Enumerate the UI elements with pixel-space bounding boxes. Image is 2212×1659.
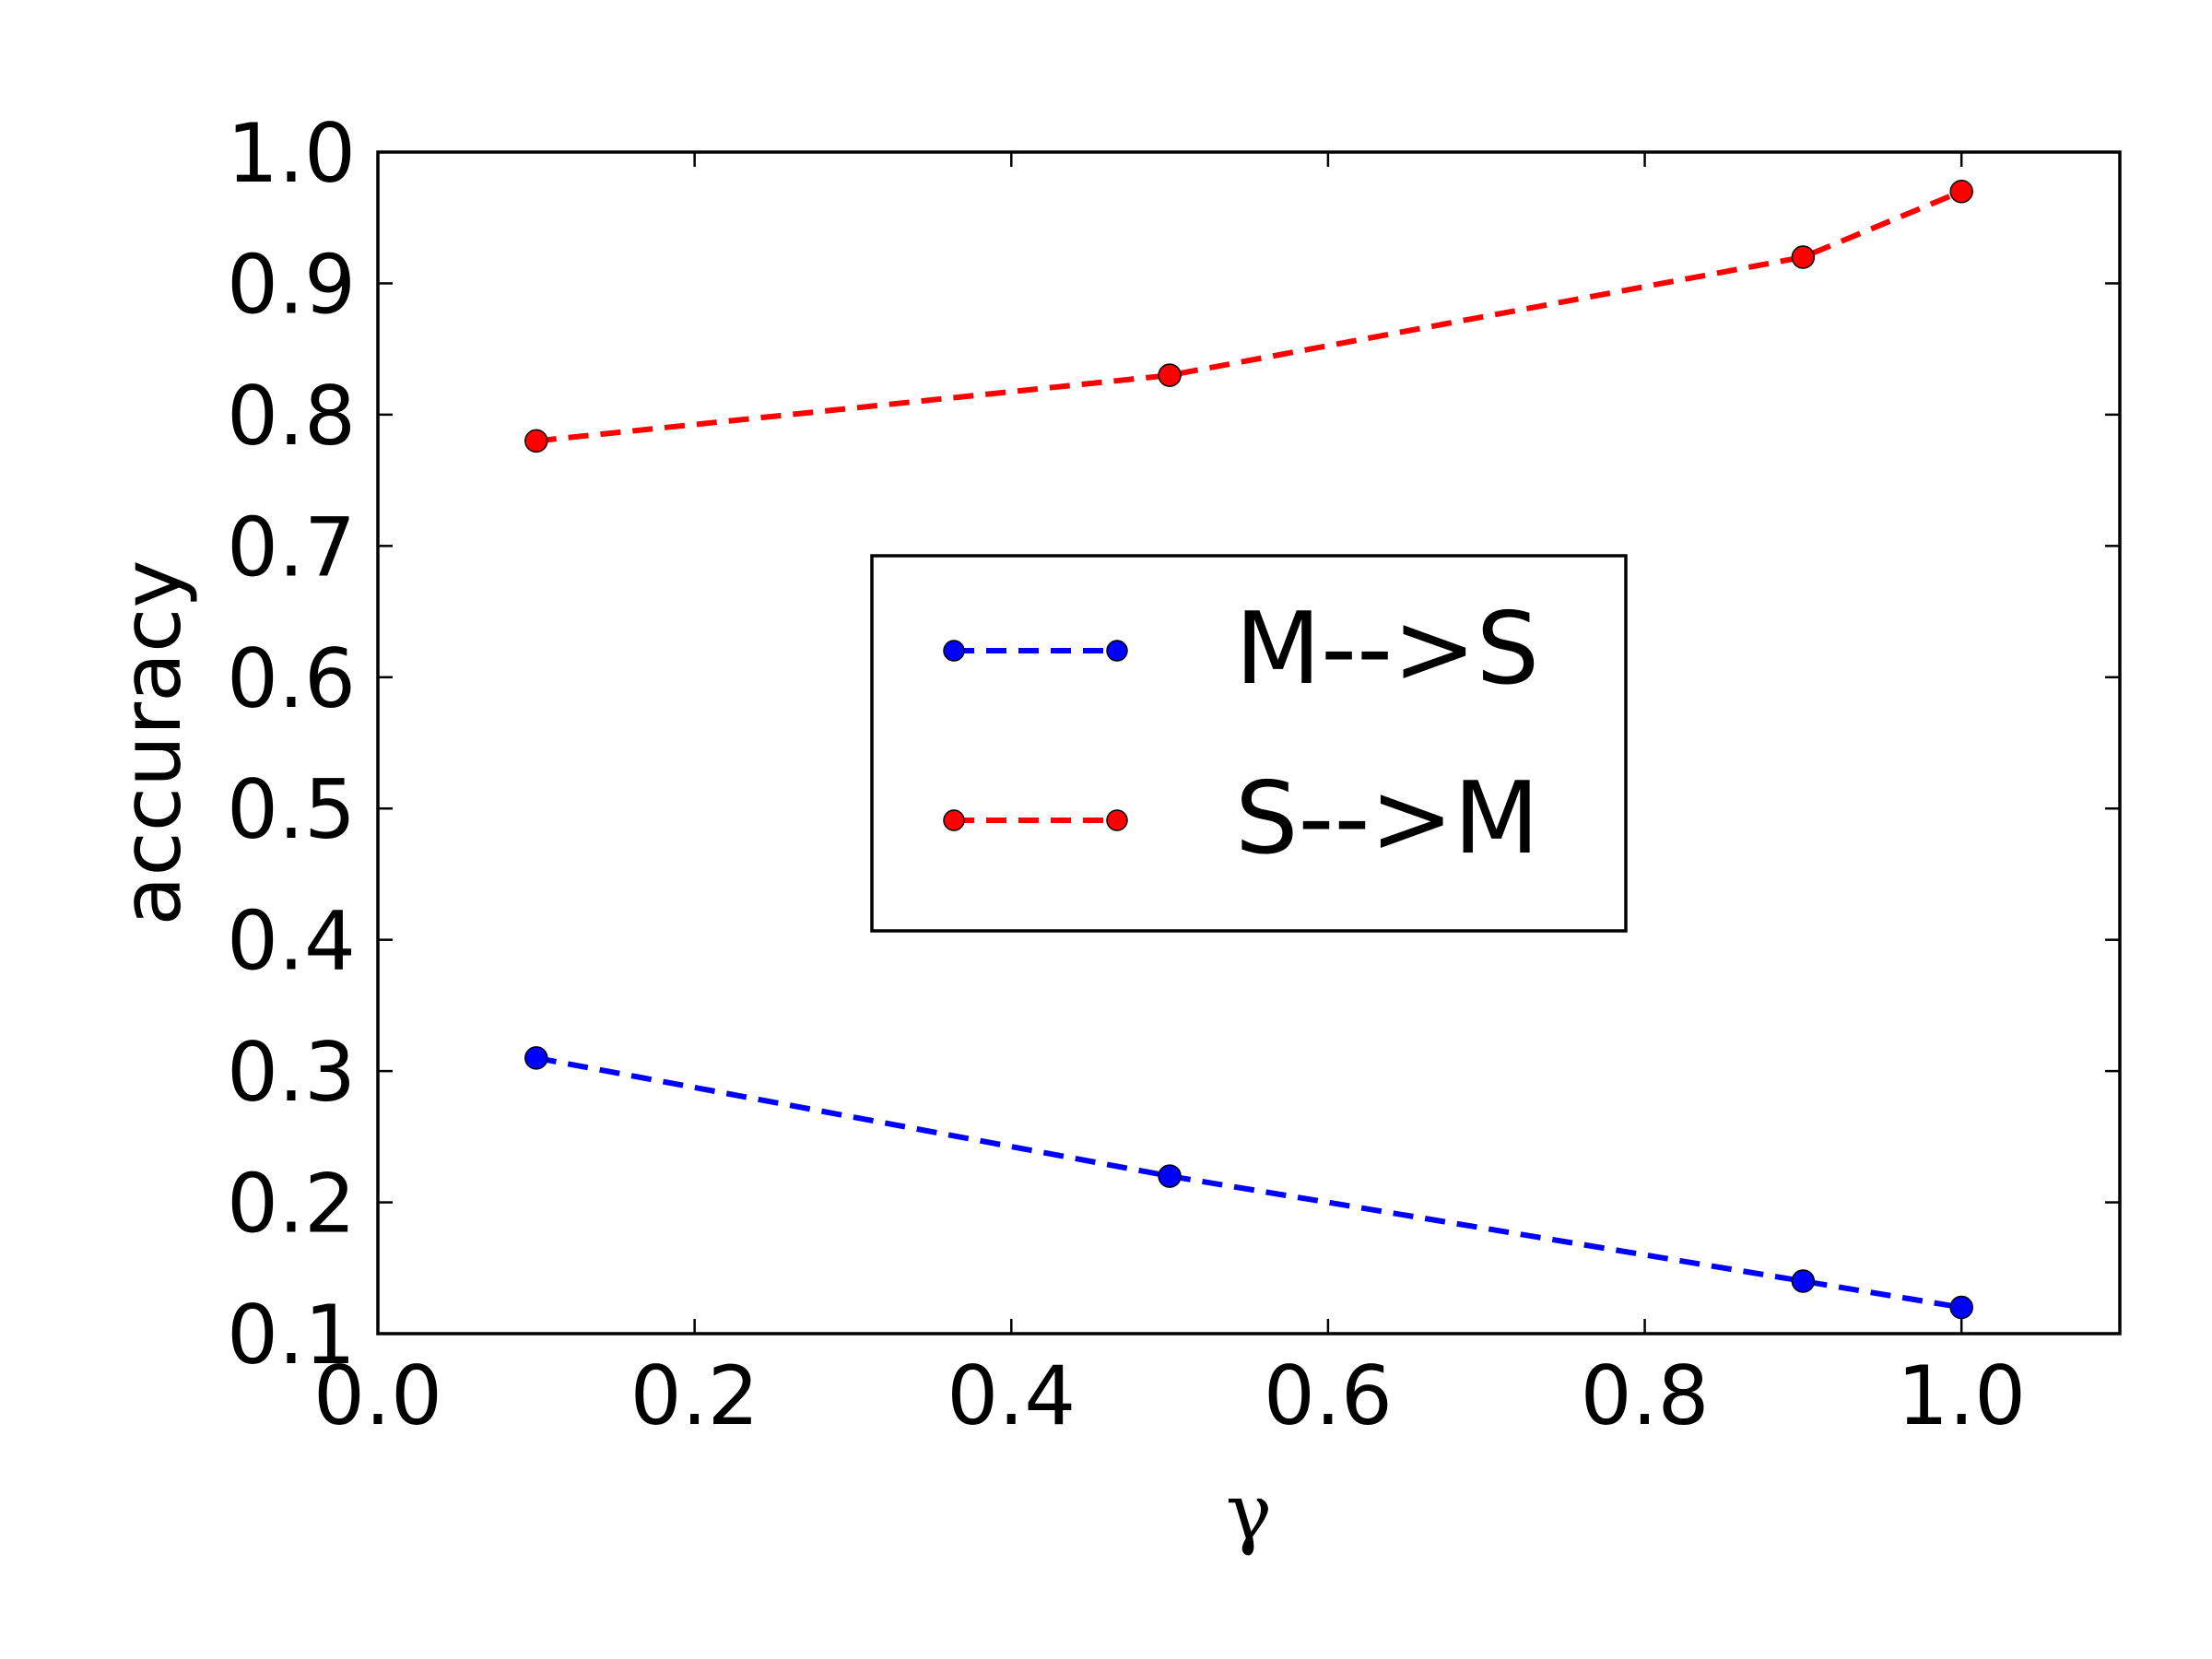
y-tick-label: 0.3 bbox=[227, 1025, 356, 1120]
legend-entry: S-->M bbox=[943, 761, 1539, 877]
legend-label-m-to-s: M-->S bbox=[1235, 592, 1539, 707]
legend-marker-m-to-s bbox=[1106, 640, 1128, 662]
x-tick-labels: 0.0 0.2 0.4 0.6 0.8 1.0 bbox=[313, 1348, 2026, 1443]
legend-label-s-to-m: S-->M bbox=[1235, 761, 1539, 877]
data-point-s-to-m bbox=[1791, 245, 1816, 269]
data-point-s-to-m bbox=[1949, 179, 1973, 204]
series-line-s-to-m bbox=[535, 188, 1963, 444]
data-point-m-to-s bbox=[1158, 1164, 1182, 1188]
x-tick-label: 1.0 bbox=[1897, 1348, 2026, 1443]
legend: M-->S S-->M bbox=[870, 554, 1628, 933]
data-point-m-to-s bbox=[1791, 1269, 1816, 1293]
plot-area bbox=[376, 150, 2122, 1335]
y-tick-label: 0.8 bbox=[227, 369, 356, 464]
y-tick-label: 1.0 bbox=[227, 106, 356, 201]
legend-marker-m-to-s bbox=[943, 640, 965, 662]
y-tick-label: 0.1 bbox=[227, 1288, 356, 1382]
y-axis-title: accuracy bbox=[104, 559, 199, 925]
y-tick-labels: 0.1 0.2 0.3 0.4 0.5 0.6 0.7 0.8 0.9 1.0 bbox=[227, 106, 356, 1382]
x-tick-label: 0.4 bbox=[947, 1348, 1076, 1443]
x-tick-label: 0.0 bbox=[313, 1348, 442, 1443]
legend-marker-s-to-m bbox=[943, 809, 965, 831]
x-tick-label: 0.6 bbox=[1264, 1348, 1393, 1443]
series-line-m-to-s bbox=[535, 1054, 1962, 1311]
data-point-m-to-s bbox=[524, 1046, 548, 1070]
y-tick-label: 0.7 bbox=[227, 500, 356, 594]
x-tick-label: 0.8 bbox=[1581, 1348, 1710, 1443]
plot-frame bbox=[376, 150, 2122, 1335]
legend-frame bbox=[870, 554, 1628, 933]
x-tick-label: 0.2 bbox=[630, 1348, 759, 1443]
data-point-s-to-m bbox=[1158, 363, 1182, 387]
y-tick-label: 0.6 bbox=[227, 631, 356, 726]
x-axis-title: γ bbox=[1226, 1467, 1272, 1558]
y-tick-label: 0.2 bbox=[227, 1157, 356, 1252]
legend-entry: M-->S bbox=[943, 592, 1539, 707]
series-layer bbox=[524, 179, 1973, 1320]
legend-marker-s-to-m bbox=[1106, 809, 1128, 831]
y-tick-label: 0.4 bbox=[227, 894, 356, 989]
data-point-m-to-s bbox=[1949, 1295, 1973, 1320]
y-tick-label: 0.5 bbox=[227, 762, 356, 857]
data-point-s-to-m bbox=[524, 429, 548, 453]
y-tick-label: 0.9 bbox=[227, 237, 356, 332]
